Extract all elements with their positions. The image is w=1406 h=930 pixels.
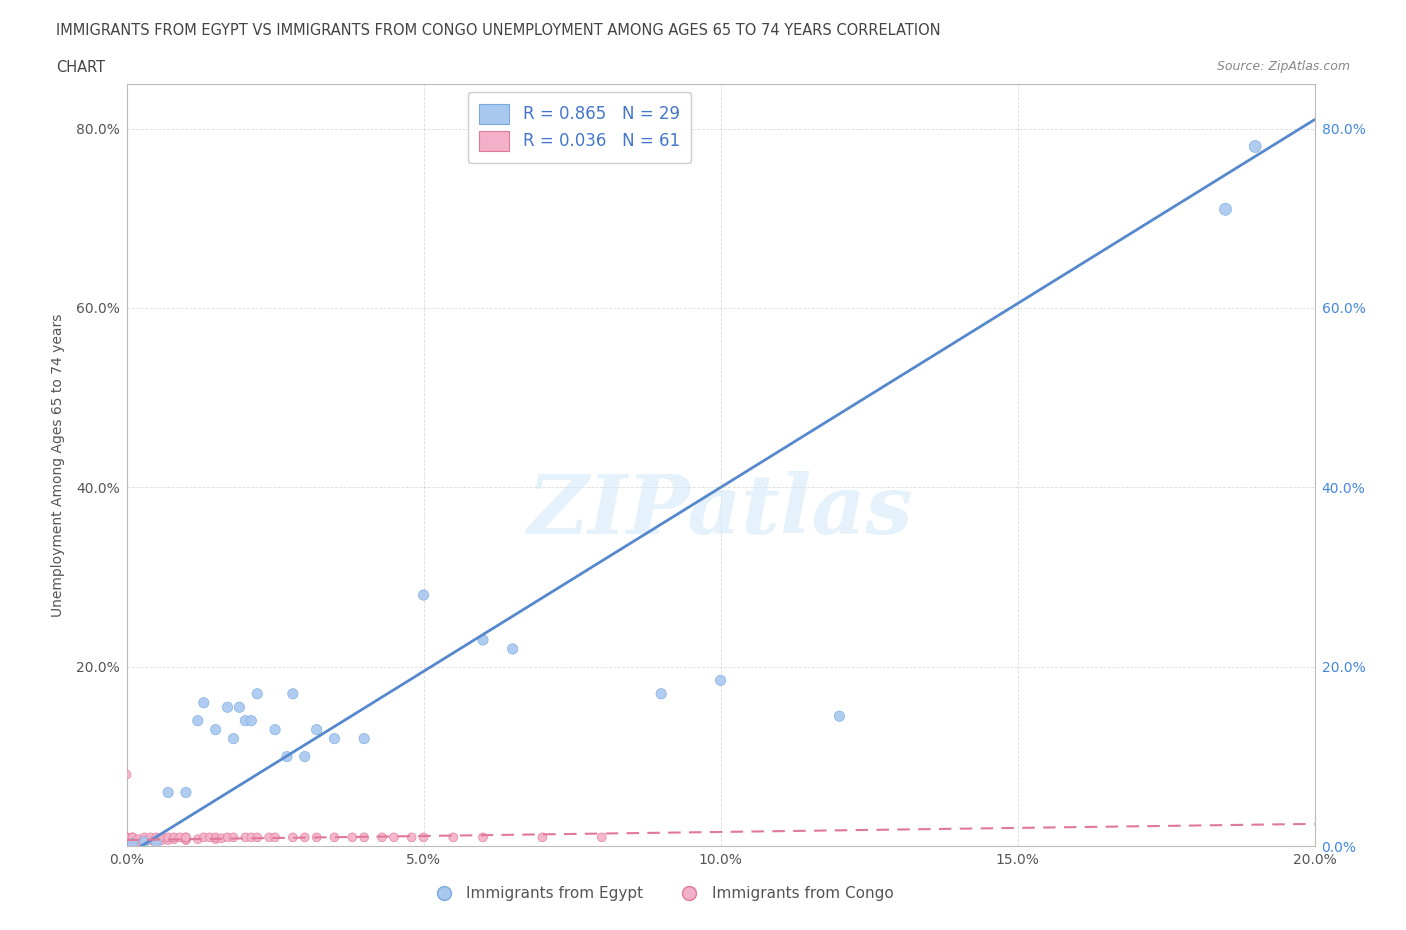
Point	[187, 713, 209, 728]
Point	[127, 831, 149, 846]
Text: Source: ZipAtlas.com: Source: ZipAtlas.com	[1216, 60, 1350, 73]
Point	[121, 836, 143, 851]
Point	[145, 830, 167, 844]
Point	[187, 831, 209, 846]
Point	[412, 830, 434, 844]
Point	[1244, 140, 1267, 154]
Point	[134, 834, 156, 849]
Point	[150, 830, 173, 844]
Point	[1215, 202, 1237, 217]
Point	[121, 830, 143, 844]
Point	[169, 830, 191, 844]
Point	[115, 830, 138, 844]
Point	[240, 713, 263, 728]
Point	[174, 830, 197, 844]
Point	[531, 830, 554, 844]
Point	[115, 832, 138, 847]
Point	[240, 830, 263, 844]
Point	[157, 830, 180, 844]
Point	[121, 832, 143, 847]
Point	[650, 686, 672, 701]
Point	[233, 830, 256, 844]
Point	[198, 830, 221, 844]
Point	[353, 731, 375, 746]
Point	[264, 830, 287, 844]
Point	[281, 686, 304, 701]
Point	[145, 834, 167, 849]
Point	[115, 767, 138, 782]
Point	[412, 588, 434, 603]
Point	[228, 699, 250, 714]
Point	[174, 785, 197, 800]
Point	[115, 830, 138, 844]
Point	[371, 830, 394, 844]
Point	[145, 835, 167, 850]
Point	[342, 830, 364, 844]
Point	[222, 830, 245, 844]
Point	[217, 830, 239, 844]
Point	[471, 830, 495, 844]
Point	[115, 830, 138, 844]
Point	[139, 832, 162, 847]
Point	[246, 686, 269, 701]
Point	[502, 642, 524, 657]
Point	[323, 830, 346, 844]
Point	[127, 834, 149, 849]
Point	[115, 834, 138, 849]
Point	[157, 785, 180, 800]
Point	[264, 723, 287, 737]
Point	[591, 830, 613, 844]
Legend: Immigrants from Egypt, Immigrants from Congo: Immigrants from Egypt, Immigrants from C…	[422, 880, 900, 908]
Point	[211, 830, 233, 845]
Point	[134, 834, 156, 849]
Point	[204, 723, 226, 737]
Point	[174, 831, 197, 846]
Text: IMMIGRANTS FROM EGYPT VS IMMIGRANTS FROM CONGO UNEMPLOYMENT AMONG AGES 65 TO 74 : IMMIGRANTS FROM EGYPT VS IMMIGRANTS FROM…	[56, 23, 941, 38]
Point	[294, 830, 316, 844]
Point	[204, 831, 226, 846]
Point	[222, 731, 245, 746]
Point	[353, 830, 375, 844]
Point	[709, 673, 731, 688]
Point	[150, 832, 173, 847]
Point	[157, 832, 180, 847]
Point	[193, 830, 215, 844]
Text: ZIPatlas: ZIPatlas	[527, 471, 914, 551]
Point	[134, 830, 156, 844]
Point	[441, 830, 464, 844]
Point	[217, 699, 239, 714]
Point	[257, 830, 280, 844]
Point	[276, 750, 298, 764]
Point	[305, 723, 328, 737]
Y-axis label: Unemployment Among Ages 65 to 74 years: Unemployment Among Ages 65 to 74 years	[51, 313, 65, 617]
Point	[139, 830, 162, 844]
Point	[193, 696, 215, 711]
Point	[323, 731, 346, 746]
Point	[294, 750, 316, 764]
Point	[121, 830, 143, 844]
Point	[305, 830, 328, 844]
Point	[115, 831, 138, 846]
Point	[174, 832, 197, 847]
Point	[115, 836, 138, 851]
Point	[471, 632, 495, 647]
Point	[115, 834, 138, 849]
Point	[382, 830, 405, 844]
Point	[174, 830, 197, 844]
Point	[121, 834, 143, 849]
Point	[233, 713, 256, 728]
Point	[145, 831, 167, 846]
Point	[281, 830, 304, 844]
Point	[401, 830, 423, 844]
Point	[246, 830, 269, 844]
Point	[134, 832, 156, 847]
Point	[828, 709, 851, 724]
Point	[163, 831, 186, 846]
Text: CHART: CHART	[56, 60, 105, 75]
Point	[163, 830, 186, 844]
Point	[204, 830, 226, 844]
